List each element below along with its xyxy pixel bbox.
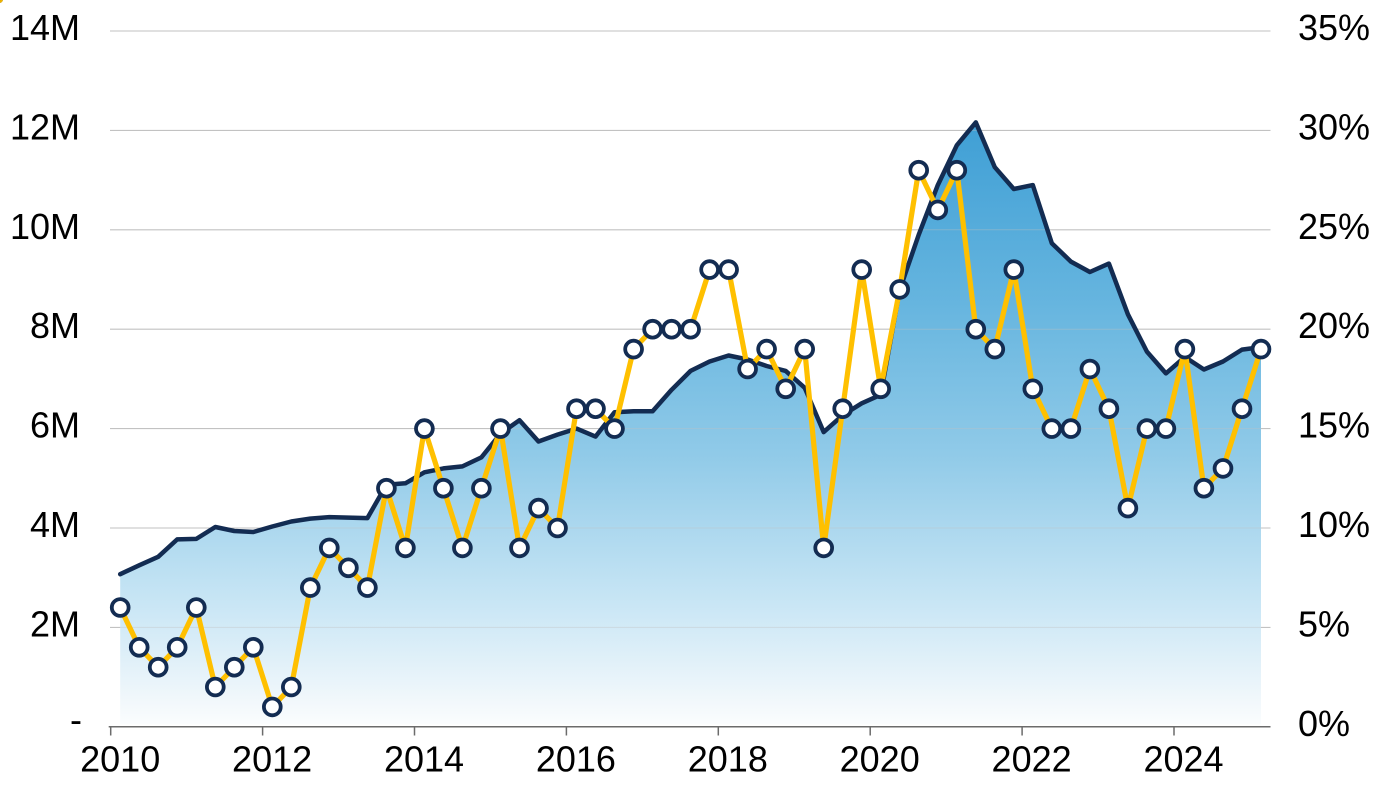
svg-text:0%: 0%	[1298, 703, 1350, 744]
svg-text:2014: 2014	[384, 739, 464, 780]
svg-text:30%: 30%	[1298, 106, 1370, 147]
svg-text:10M: 10M	[10, 206, 80, 247]
svg-text:2024: 2024	[1143, 739, 1223, 780]
svg-text:10%: 10%	[1298, 504, 1370, 545]
svg-text:8M: 8M	[30, 305, 80, 346]
svg-text:2022: 2022	[992, 739, 1072, 780]
svg-text:2M: 2M	[30, 603, 80, 644]
svg-text:6M: 6M	[30, 405, 80, 446]
svg-text:2010: 2010	[80, 739, 160, 780]
svg-text:35%: 35%	[1298, 7, 1370, 48]
svg-text:2012: 2012	[232, 739, 312, 780]
svg-text:14M: 14M	[10, 7, 80, 48]
svg-text:12M: 12M	[10, 106, 80, 147]
svg-text:2016: 2016	[536, 739, 616, 780]
svg-text:5%: 5%	[1298, 603, 1350, 644]
svg-text:25%: 25%	[1298, 206, 1370, 247]
svg-text:-: -	[70, 699, 82, 740]
svg-text:15%: 15%	[1298, 405, 1370, 446]
svg-text:20%: 20%	[1298, 305, 1370, 346]
svg-text:2020: 2020	[840, 739, 920, 780]
svg-text:4M: 4M	[30, 504, 80, 545]
svg-text:2018: 2018	[688, 739, 768, 780]
